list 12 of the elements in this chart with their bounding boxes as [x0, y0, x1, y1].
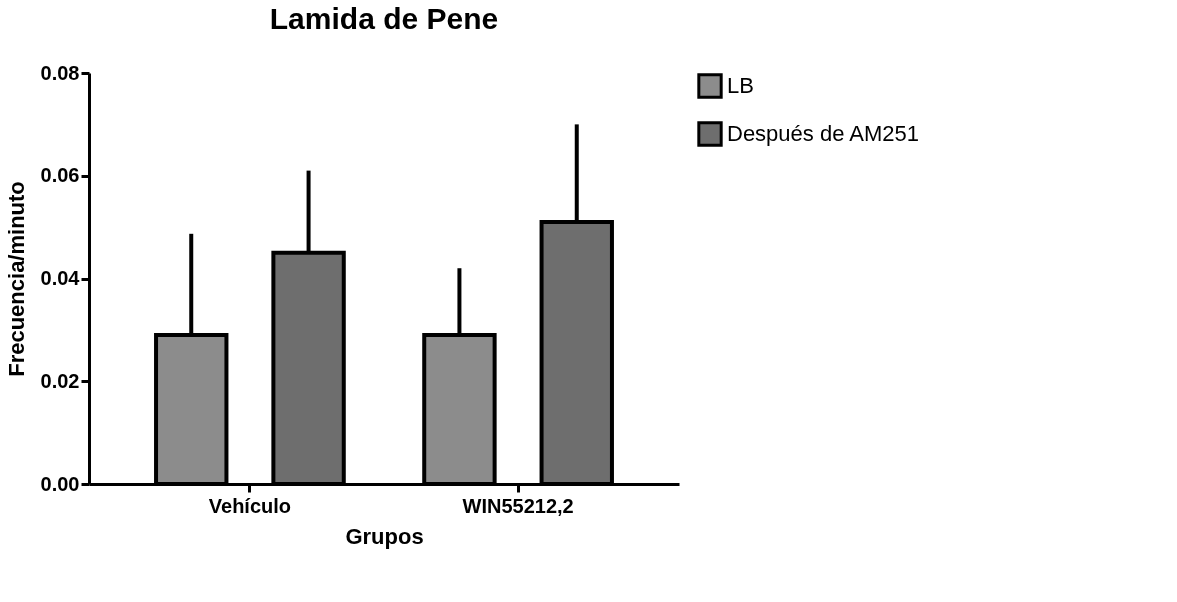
chart-title: Lamida de Pene	[269, 2, 499, 35]
legend-label: LB	[727, 73, 754, 98]
y-tick-label: 0.00	[40, 472, 80, 495]
y-tick-label: 0.02	[40, 369, 80, 392]
y-tick-label: 0.08	[40, 61, 80, 84]
legend-label: Después de AM251	[727, 121, 920, 146]
x-axis-title: Grupos	[345, 523, 424, 549]
y-axis-title: Frecuencia/minuto	[3, 181, 29, 377]
y-tick-label: 0.06	[40, 164, 80, 187]
x-tick-label: WIN55212,2	[462, 494, 574, 517]
x-tick-label: Vehículo	[208, 494, 292, 517]
y-tick-label: 0.04	[40, 267, 81, 289]
